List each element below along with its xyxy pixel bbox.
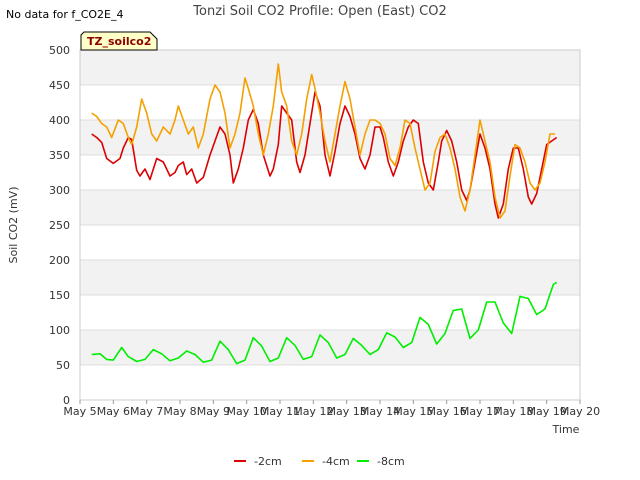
y-axis-label: Soil CO2 (mV) bbox=[7, 187, 20, 264]
chart-title: Tonzi Soil CO2 Profile: Open (East) CO2 bbox=[192, 4, 446, 19]
plot-band bbox=[80, 260, 580, 295]
x-tick-label: May 13 bbox=[327, 405, 367, 418]
y-tick-labels: 0 50 100 150 200 250 300 350 400 450 500 bbox=[49, 44, 70, 407]
plot-background bbox=[80, 50, 580, 365]
series-line-2cm bbox=[91, 91, 558, 219]
series-tag: TZ_soilco2 bbox=[80, 31, 158, 51]
y-tick-label: 500 bbox=[49, 44, 70, 57]
x-tick-label: May 14 bbox=[360, 405, 400, 418]
x-tick-label: May 10 bbox=[227, 405, 267, 418]
y-tick-label: 0 bbox=[63, 394, 70, 407]
legend: -2cm -4cm -8cm bbox=[234, 455, 405, 468]
y-tick-label: 100 bbox=[49, 324, 70, 337]
legend-label: -8cm bbox=[377, 455, 405, 468]
legend-label: -4cm bbox=[322, 455, 350, 468]
x-axis-label: Time bbox=[552, 423, 580, 436]
x-tick-label: May 8 bbox=[163, 405, 196, 418]
y-tick-label: 350 bbox=[49, 149, 70, 162]
x-tick-label: May 15 bbox=[393, 405, 433, 418]
legend-label: -2cm bbox=[254, 455, 282, 468]
plot-band bbox=[80, 190, 580, 225]
x-tick-label: May 5 bbox=[63, 405, 96, 418]
plot-band bbox=[80, 50, 580, 85]
series-tag-box bbox=[80, 31, 158, 51]
x-tick-label: May 18 bbox=[493, 405, 533, 418]
x-tick-label: May 12 bbox=[293, 405, 333, 418]
no-data-note: No data for f_CO2E_4 bbox=[6, 8, 124, 21]
y-tick-label: 200 bbox=[49, 254, 70, 267]
x-tick-label: May 9 bbox=[197, 405, 230, 418]
y-tick-label: 300 bbox=[49, 184, 70, 197]
x-tick-label: May 16 bbox=[427, 405, 467, 418]
y-tick-label: 400 bbox=[49, 114, 70, 127]
x-tick-label: May 20 bbox=[560, 405, 600, 418]
series-layer bbox=[91, 63, 558, 365]
y-tick-label: 250 bbox=[49, 219, 70, 232]
grid-lines bbox=[80, 49, 580, 401]
series-line-8cm bbox=[91, 281, 558, 365]
plot-frame bbox=[79, 49, 581, 401]
axes bbox=[79, 49, 581, 404]
y-tick-label: 450 bbox=[49, 79, 70, 92]
plot-band bbox=[80, 330, 580, 365]
series-line-4cm bbox=[91, 63, 555, 219]
plot-band bbox=[80, 120, 580, 155]
x-tick-label: May 11 bbox=[260, 405, 300, 418]
y-tick-label: 50 bbox=[56, 359, 70, 372]
x-tick-label: May 7 bbox=[130, 405, 163, 418]
x-tick-label: May 17 bbox=[460, 405, 500, 418]
series-tag-label: TZ_soilco2 bbox=[87, 35, 151, 48]
x-tick-label: May 19 bbox=[527, 405, 567, 418]
x-tick-label: May 6 bbox=[97, 405, 130, 418]
y-tick-label: 150 bbox=[49, 289, 70, 302]
